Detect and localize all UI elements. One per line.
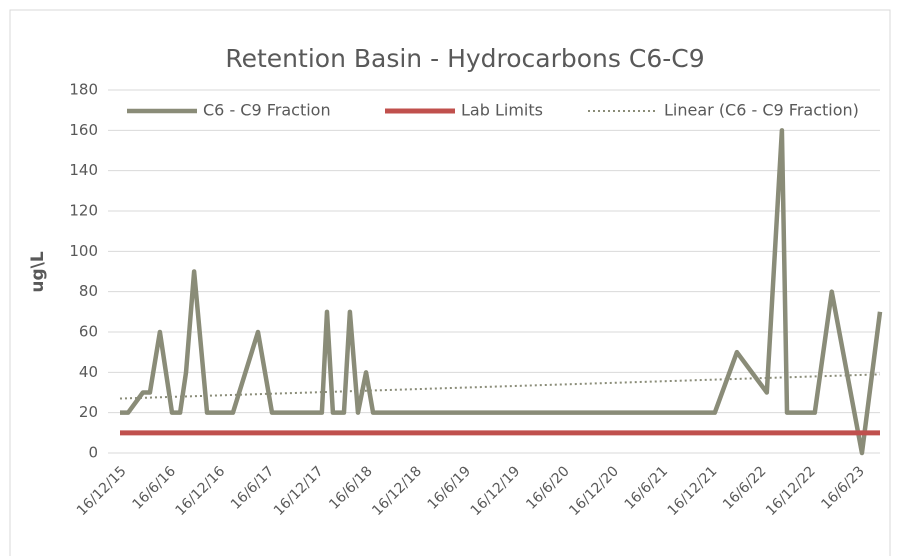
y-tick-label: 120	[69, 202, 98, 220]
series-line	[120, 128, 883, 456]
y-tick-label: 60	[79, 323, 98, 341]
y-tick-label: 0	[88, 444, 98, 462]
y-tick-label: 20	[79, 403, 98, 421]
y-tick-label: 40	[79, 363, 98, 381]
legend-label: Lab Limits	[461, 101, 543, 120]
chart-title: Retention Basin - Hydrocarbons C6-C9	[225, 44, 704, 73]
y-tick-label: 100	[69, 242, 98, 260]
y-tick-label: 160	[69, 121, 98, 139]
y-tick-label: 80	[79, 282, 98, 300]
y-axis-label: ug\L	[28, 251, 48, 292]
y-tick-label: 180	[69, 81, 98, 99]
series-line	[119, 373, 881, 400]
chart-frame	[9, 9, 891, 560]
legend-label: C6 - C9 Fraction	[203, 101, 331, 120]
y-tick-label: 140	[69, 161, 98, 179]
legend-label: Linear (C6 - C9 Fraction)	[664, 101, 859, 120]
